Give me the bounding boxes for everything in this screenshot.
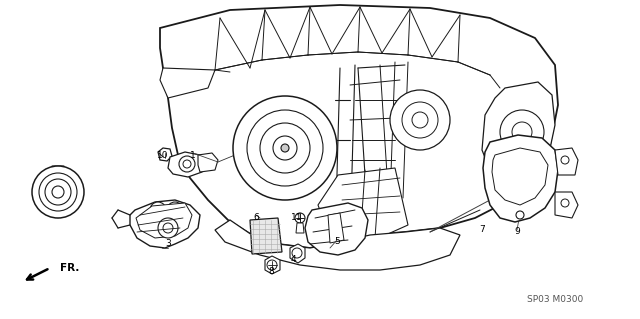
Polygon shape — [482, 82, 555, 180]
Polygon shape — [265, 256, 280, 274]
Circle shape — [247, 110, 323, 186]
Text: FR.: FR. — [60, 263, 79, 273]
Polygon shape — [492, 148, 548, 205]
Circle shape — [281, 144, 289, 152]
Polygon shape — [130, 200, 200, 248]
Circle shape — [45, 179, 71, 205]
Circle shape — [273, 136, 297, 160]
Circle shape — [32, 166, 84, 218]
Polygon shape — [318, 168, 408, 242]
Text: 4: 4 — [290, 256, 296, 264]
Circle shape — [295, 213, 305, 223]
Text: 1: 1 — [190, 152, 196, 160]
Text: 8: 8 — [268, 268, 274, 277]
Circle shape — [561, 199, 569, 207]
Polygon shape — [555, 192, 578, 218]
Polygon shape — [160, 68, 215, 98]
Circle shape — [233, 96, 337, 200]
Polygon shape — [160, 5, 558, 248]
Circle shape — [561, 156, 569, 164]
Polygon shape — [136, 203, 192, 238]
Polygon shape — [328, 213, 344, 243]
Polygon shape — [198, 153, 218, 172]
Polygon shape — [296, 223, 304, 233]
Circle shape — [52, 186, 64, 198]
Text: SP03 M0300: SP03 M0300 — [527, 295, 583, 305]
Circle shape — [516, 211, 524, 219]
Circle shape — [150, 202, 166, 218]
Text: 3: 3 — [165, 240, 171, 249]
Circle shape — [260, 123, 310, 173]
Text: 9: 9 — [514, 227, 520, 236]
Polygon shape — [49, 166, 67, 178]
Circle shape — [402, 102, 438, 138]
Polygon shape — [215, 220, 460, 270]
Text: 10: 10 — [157, 152, 169, 160]
Text: 11: 11 — [291, 212, 303, 221]
Circle shape — [267, 260, 277, 270]
Text: 7: 7 — [479, 226, 485, 234]
Circle shape — [39, 173, 77, 211]
Polygon shape — [305, 203, 368, 255]
Circle shape — [183, 160, 191, 168]
Circle shape — [390, 90, 450, 150]
Text: 2: 2 — [54, 209, 60, 218]
Circle shape — [163, 223, 173, 233]
Circle shape — [167, 202, 183, 218]
Polygon shape — [250, 218, 282, 254]
Circle shape — [179, 156, 195, 172]
Text: 5: 5 — [334, 238, 340, 247]
Circle shape — [412, 112, 428, 128]
Circle shape — [512, 122, 532, 142]
Text: 6: 6 — [253, 212, 259, 221]
Circle shape — [292, 248, 302, 258]
Polygon shape — [483, 135, 558, 222]
Polygon shape — [168, 152, 205, 177]
Polygon shape — [555, 148, 578, 175]
Circle shape — [500, 110, 544, 154]
Polygon shape — [290, 244, 305, 263]
Circle shape — [158, 218, 178, 238]
Polygon shape — [158, 148, 172, 161]
